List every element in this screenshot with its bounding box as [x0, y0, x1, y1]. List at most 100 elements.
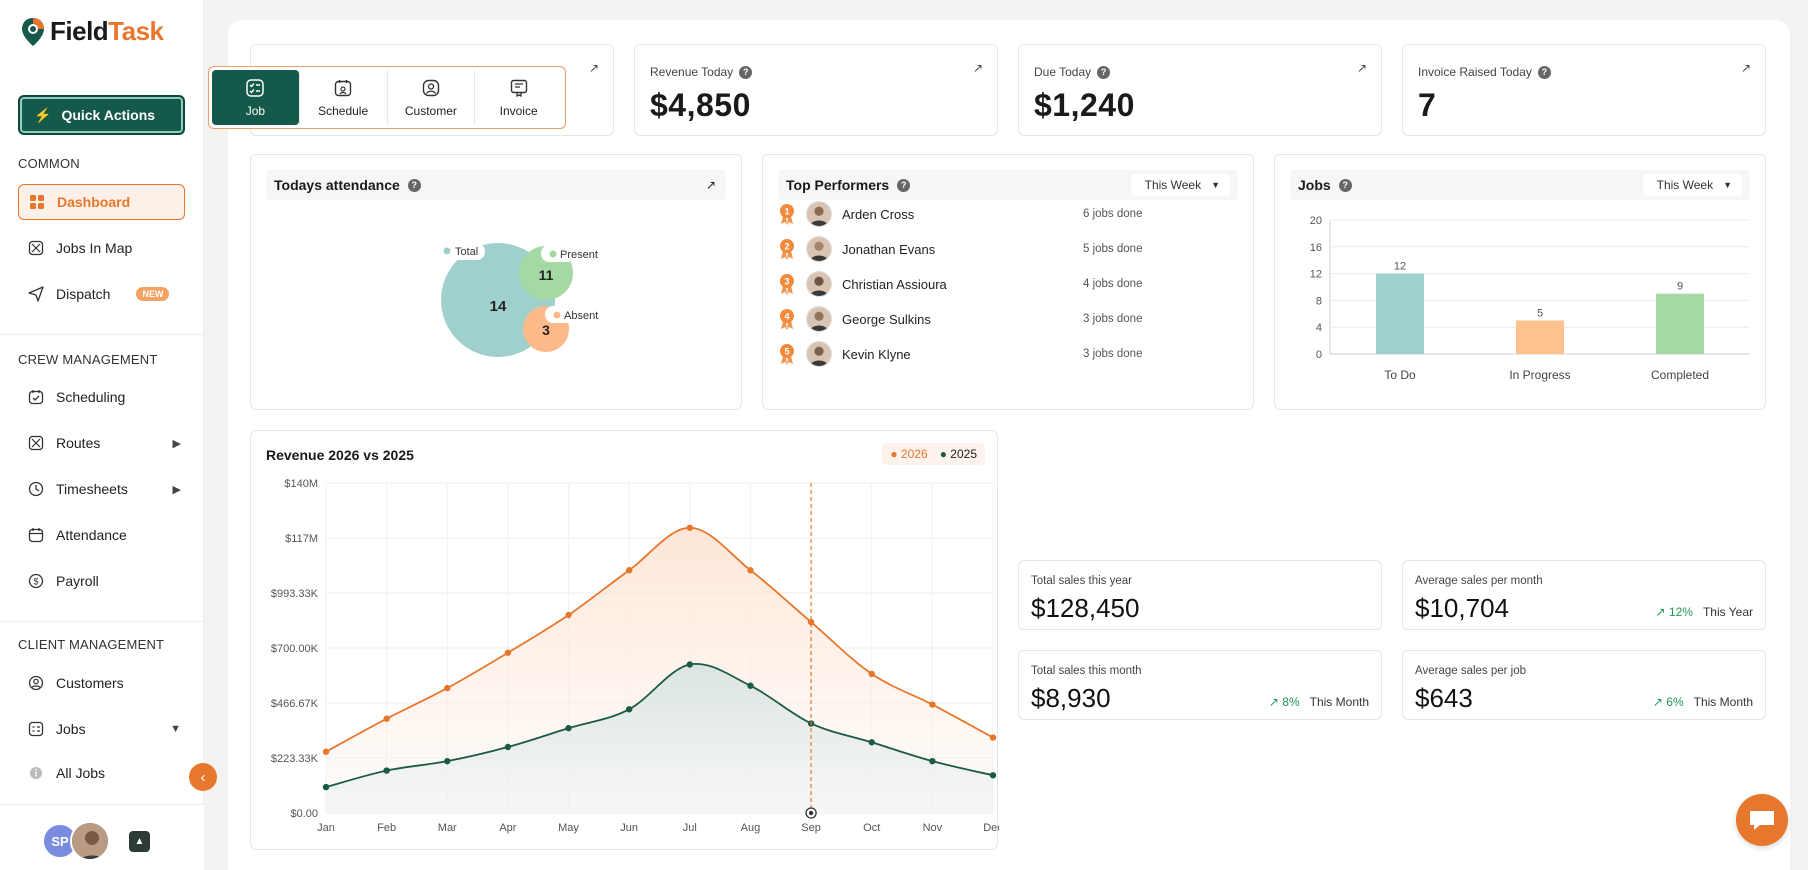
data-point-2026[interactable]: [747, 567, 754, 574]
sidebar-item-label: Dispatch: [56, 286, 111, 302]
sidebar-item-label: Jobs: [56, 721, 86, 737]
quick-create-job[interactable]: Job: [212, 70, 299, 125]
sidebar-item-dashboard[interactable]: Dashboard: [18, 184, 185, 220]
help-icon[interactable]: ?: [1338, 178, 1352, 192]
data-point-2025[interactable]: [504, 743, 512, 751]
data-point-2025[interactable]: [625, 706, 633, 713]
legend-label-2026: 2026: [901, 447, 928, 461]
period-dropdown[interactable]: This Week ▼: [1642, 174, 1742, 196]
sidebar-item-customers[interactable]: Customers: [18, 665, 185, 701]
sidebar-item-label: Dashboard: [57, 194, 131, 210]
calendar-check-icon: [28, 390, 44, 405]
expand-arrow-icon[interactable]: ↗: [588, 61, 599, 75]
expand-arrow-icon[interactable]: ↗: [705, 178, 716, 192]
bar-completed[interactable]: [1656, 293, 1704, 354]
quick-actions-button[interactable]: ⚡ Quick Actions: [18, 95, 185, 135]
performer-row[interactable]: 3 Christian Assioura 4 jobs done: [778, 269, 1198, 299]
area-2025: [326, 663, 993, 813]
quick-create-customer[interactable]: Customer: [388, 70, 475, 125]
collapse-sidebar-button[interactable]: ‹: [189, 763, 217, 791]
data-point-2025[interactable]: [929, 757, 936, 765]
stat-value: $643: [1415, 683, 1473, 713]
data-point-2026[interactable]: [383, 715, 390, 722]
chevron-down-icon[interactable]: ▼: [170, 723, 181, 735]
sidebar-item-scheduling[interactable]: Scheduling: [18, 379, 185, 415]
chevron-up-icon[interactable]: ▲: [129, 831, 150, 852]
chat-bubble-icon: [1750, 811, 1774, 830]
help-icon[interactable]: ?: [897, 178, 911, 192]
info-dot-icon: [30, 767, 42, 779]
data-point-2026[interactable]: [322, 748, 330, 755]
data-point-2026[interactable]: [686, 524, 694, 531]
stat-trend: ↗ 6% This Month: [1653, 695, 1753, 709]
sidebar-item-payroll[interactable]: $ Payroll: [18, 563, 185, 599]
kpi-value: 7: [1418, 87, 1437, 123]
help-icon[interactable]: ?: [739, 65, 753, 79]
y-tick-label: 16: [1310, 242, 1322, 254]
sidebar-item-label: All Jobs: [56, 765, 106, 781]
performer-row[interactable]: 5 Kevin Klyne 3 jobs done: [778, 339, 1198, 369]
user-avatar-photo[interactable]: [70, 821, 110, 861]
data-point-2025[interactable]: [383, 767, 390, 774]
kpi-card-invoice-raised: Invoice Raised Today? 7 ↗: [1402, 44, 1766, 136]
data-point-2025[interactable]: [444, 757, 451, 765]
chevron-right-icon[interactable]: ▶: [172, 437, 181, 450]
data-point-2026[interactable]: [929, 701, 936, 708]
data-point-2026[interactable]: [989, 734, 997, 741]
stat-card-total-month: Total sales this month $8,930 ↗ 8% This M…: [1018, 650, 1382, 720]
data-point-2026[interactable]: [444, 684, 451, 692]
data-point-2025[interactable]: [989, 772, 997, 779]
expand-arrow-icon[interactable]: ↗: [1356, 61, 1367, 75]
sidebar-item-routes[interactable]: Routes ▶: [18, 425, 185, 461]
period-dropdown[interactable]: This Week ▼: [1130, 174, 1230, 196]
performer-row[interactable]: 2 Jonathan Evans 5 jobs done: [778, 234, 1198, 264]
data-point-2025[interactable]: [747, 682, 754, 689]
performer-jobs-done: 6 jobs done: [1083, 208, 1143, 220]
brand-logo[interactable]: FieldTask: [20, 16, 164, 47]
x-tick-label: To Do: [1384, 368, 1416, 382]
chevron-right-icon[interactable]: ▶: [172, 483, 181, 496]
bubble-absent-value: 3: [542, 322, 550, 338]
jobs-icon: [28, 721, 44, 737]
help-icon[interactable]: ?: [1097, 65, 1111, 79]
kpi-card-due-today: Due Today? $1,240 ↗: [1018, 44, 1382, 136]
data-point-2026[interactable]: [868, 670, 875, 678]
data-point-2026[interactable]: [565, 611, 572, 619]
schedule-icon: [334, 79, 352, 96]
sidebar-item-jobs-in-map[interactable]: Jobs In Map: [18, 230, 185, 266]
sidebar-item-attendance[interactable]: Attendance: [18, 517, 185, 553]
data-point-2025[interactable]: [322, 783, 330, 791]
expand-arrow-icon[interactable]: ↗: [1740, 61, 1751, 75]
help-icon[interactable]: ?: [407, 178, 421, 192]
expand-arrow-icon[interactable]: ↗: [972, 61, 983, 75]
quick-create-invoice[interactable]: Invoice: [475, 70, 562, 125]
help-icon[interactable]: ?: [1537, 65, 1551, 79]
sidebar-item-timesheets[interactable]: Timesheets ▶: [18, 471, 185, 507]
quick-create-schedule[interactable]: Schedule: [300, 70, 387, 125]
data-point-2025[interactable]: [868, 739, 875, 746]
sidebar-item-jobs[interactable]: Jobs ▼: [18, 711, 185, 747]
performer-row[interactable]: 1 Arden Cross 6 jobs done: [778, 199, 1198, 229]
trend-up-icon: ↗: [1655, 605, 1666, 619]
sidebar-item-all-jobs[interactable]: All Jobs: [18, 755, 185, 791]
data-point-2026[interactable]: [625, 567, 633, 574]
main-content: ↗ Revenue Today? $4,850 ↗ Due Today? $1,…: [228, 20, 1790, 870]
bar-in-progress[interactable]: [1516, 320, 1564, 355]
x-tick-label: Mar: [438, 822, 457, 834]
revenue-legend: ● 2026 ● 2025: [882, 443, 985, 465]
legend-item-2026[interactable]: ● 2026: [890, 447, 928, 461]
performer-avatar: [806, 236, 832, 262]
data-point-2025[interactable]: [565, 724, 572, 732]
legend-item-2025[interactable]: ● 2025: [939, 447, 977, 461]
quick-create-label: Customer: [404, 103, 457, 118]
performer-row[interactable]: 4 George Sulkins 3 jobs done: [778, 304, 1198, 334]
y-tick-label: $466.67K: [271, 698, 319, 710]
data-point-2026[interactable]: [807, 618, 815, 626]
y-tick-label: 4: [1316, 322, 1322, 334]
sidebar-item-dispatch[interactable]: Dispatch NEW: [18, 276, 185, 312]
data-point-2026[interactable]: [504, 649, 512, 656]
data-point-2025[interactable]: [686, 661, 694, 668]
chat-support-button[interactable]: [1736, 794, 1788, 846]
bar-to-do[interactable]: [1376, 273, 1424, 354]
menu-separator: [386, 70, 388, 125]
